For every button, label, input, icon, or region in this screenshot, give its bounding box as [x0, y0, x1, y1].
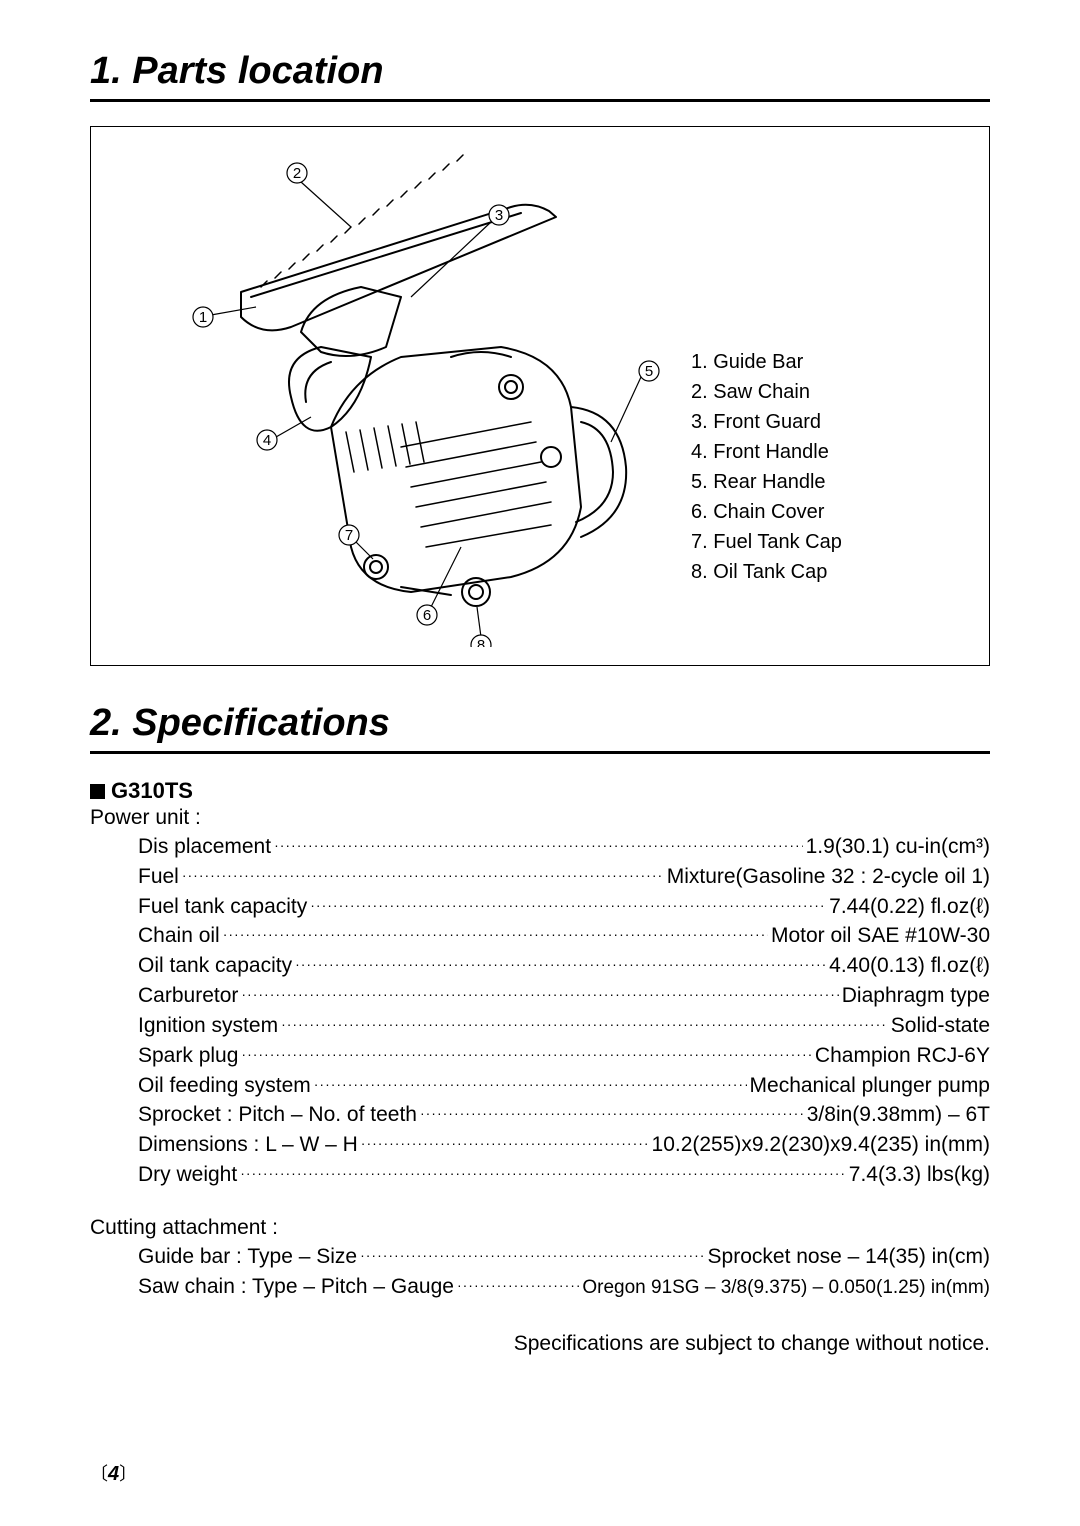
callout-7: 7 — [345, 527, 353, 544]
bullet-square-icon — [90, 784, 105, 799]
spec-value: Diaphragm type — [842, 981, 990, 1011]
spec-value: Solid-state — [891, 1011, 990, 1041]
cutting-specs: Guide bar : Type – Size Sprocket nose – 1… — [138, 1242, 990, 1302]
spec-label: Dry weight — [138, 1160, 237, 1190]
callout-4: 4 — [263, 432, 271, 449]
spec-label: Guide bar : Type – Size — [138, 1242, 357, 1272]
dot-leader — [182, 866, 664, 886]
legend-item: 8. Oil Tank Cap — [691, 557, 842, 587]
spec-value: Champion RCJ-6Y — [815, 1041, 990, 1071]
spec-label: Sprocket : Pitch – No. of teeth — [138, 1100, 417, 1130]
spec-value: Oregon 91SG – 3/8(9.375) – 0.050(1.25) i… — [582, 1275, 990, 1302]
spec-value: 4.40(0.13) fl.oz(ℓ) — [829, 951, 990, 981]
spec-row: Oil feeding system Mechanical plunger pum… — [138, 1071, 990, 1101]
spec-label: Fuel — [138, 862, 179, 892]
dot-leader — [295, 955, 826, 975]
chainsaw-diagram: 1 2 3 4 5 6 7 8 — [151, 147, 671, 647]
spec-row: Saw chain : Type – Pitch – Gauge Oregon 9… — [138, 1272, 990, 1302]
spec-row: Ignition system Solid-state — [138, 1011, 990, 1041]
parts-legend: 1. Guide Bar 2. Saw Chain 3. Front Guard… — [691, 347, 842, 587]
cutting-header: Cutting attachment : — [90, 1216, 990, 1240]
parts-diagram-box: 1 2 3 4 5 6 7 8 1. Guide Bar 2. Saw Chai… — [90, 126, 990, 666]
spec-label: Fuel tank capacity — [138, 892, 307, 922]
callout-5: 5 — [645, 363, 653, 380]
legend-item: 7. Fuel Tank Cap — [691, 527, 842, 557]
callout-2: 2 — [293, 165, 301, 182]
spec-value: Mixture(Gasoline 32 : 2-cycle oil 1) — [667, 862, 990, 892]
legend-item: 3. Front Guard — [691, 407, 842, 437]
legend-item: 2. Saw Chain — [691, 377, 842, 407]
callout-8: 8 — [477, 637, 485, 647]
power-unit-header: Power unit : — [90, 806, 990, 830]
spec-value: Sprocket nose – 14(35) in(cm) — [708, 1242, 990, 1272]
legend-item: 1. Guide Bar — [691, 347, 842, 377]
spec-row: Spark plug Champion RCJ-6Y — [138, 1041, 990, 1071]
section1-title: 1. Parts location — [90, 50, 990, 102]
callout-3: 3 — [495, 207, 503, 224]
dot-leader — [241, 1045, 812, 1065]
spec-value: 7.4(3.3) lbs(kg) — [849, 1160, 990, 1190]
dot-leader — [223, 925, 768, 945]
callout-6: 6 — [423, 607, 431, 624]
legend-item: 6. Chain Cover — [691, 497, 842, 527]
spec-row: Dry weight 7.4(3.3) lbs(kg) — [138, 1160, 990, 1190]
spec-label: Chain oil — [138, 921, 220, 951]
dot-leader — [281, 1015, 888, 1035]
spec-value: Motor oil SAE #10W-30 — [771, 921, 990, 951]
spec-row: Oil tank capacity 4.40(0.13) fl.oz(ℓ) — [138, 951, 990, 981]
power-unit-specs: Dis placement 1.9(30.1) cu-in(cm³) Fuel Mi… — [138, 832, 990, 1190]
section2-title: 2. Specifications — [90, 702, 990, 754]
spec-row: Chain oil Motor oil SAE #10W-30 — [138, 921, 990, 951]
legend-item: 4. Front Handle — [691, 437, 842, 467]
spec-row: Dis placement 1.9(30.1) cu-in(cm³) — [138, 832, 990, 862]
page-number: 〔4〕 — [90, 1460, 137, 1486]
spec-value: 7.44(0.22) fl.oz(ℓ) — [829, 892, 990, 922]
page-number-value: 4 — [108, 1463, 119, 1485]
dot-leader — [420, 1104, 804, 1124]
spec-value: 3/8in(9.38mm) – 6T — [807, 1100, 990, 1130]
spec-row: Sprocket : Pitch – No. of teeth 3/8in(9.3… — [138, 1100, 990, 1130]
callout-1: 1 — [199, 309, 207, 326]
spec-label: Dimensions : L – W – H — [138, 1130, 358, 1160]
dot-leader — [310, 896, 826, 916]
spec-row: Fuel Mixture(Gasoline 32 : 2-cycle oil 1) — [138, 862, 990, 892]
spec-label: Ignition system — [138, 1011, 278, 1041]
spec-row: Dimensions : L – W – H 10.2(255)x9.2(230)… — [138, 1130, 990, 1160]
change-notice: Specifications are subject to change wit… — [90, 1332, 990, 1356]
spec-value: 10.2(255)x9.2(230)x9.4(235) in(mm) — [652, 1130, 990, 1160]
spec-row: Guide bar : Type – Size Sprocket nose – 1… — [138, 1242, 990, 1272]
spec-label: Saw chain : Type – Pitch – Gauge — [138, 1272, 454, 1302]
legend-item: 5. Rear Handle — [691, 467, 842, 497]
dot-leader — [361, 1134, 649, 1154]
spec-value: Mechanical plunger pump — [750, 1071, 990, 1101]
spec-value: 1.9(30.1) cu-in(cm³) — [806, 832, 990, 862]
dot-leader — [240, 1164, 846, 1184]
spec-label: Spark plug — [138, 1041, 238, 1071]
spec-label: Carburetor — [138, 981, 238, 1011]
spec-label: Oil feeding system — [138, 1071, 311, 1101]
dot-leader — [457, 1276, 579, 1296]
dot-leader — [314, 1075, 747, 1095]
spec-label: Dis placement — [138, 832, 271, 862]
dot-leader — [360, 1246, 704, 1266]
spec-row: Fuel tank capacity 7.44(0.22) fl.oz(ℓ) — [138, 892, 990, 922]
model-name: G310TS — [111, 778, 193, 803]
dot-leader — [241, 985, 838, 1005]
spec-label: Oil tank capacity — [138, 951, 292, 981]
dot-leader — [274, 836, 803, 856]
spec-row: Carburetor Diaphragm type — [138, 981, 990, 1011]
model-header: G310TS — [90, 778, 990, 804]
